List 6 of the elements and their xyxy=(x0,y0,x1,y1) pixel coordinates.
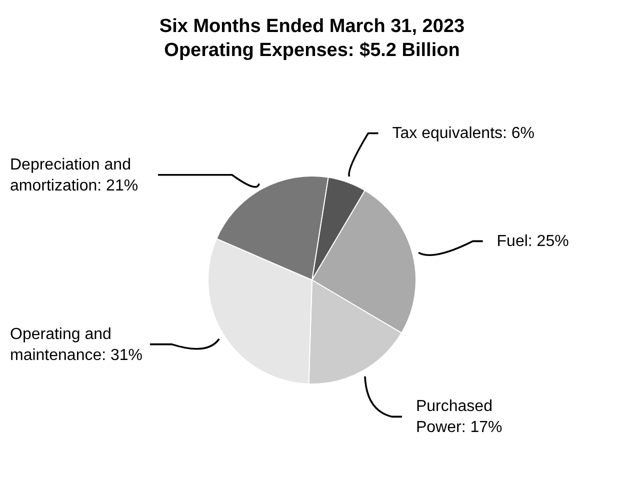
slice-label: Tax equivalents: 6% xyxy=(392,125,535,142)
slice-label: Fuel: 25% xyxy=(496,233,569,250)
slice-label: Depreciation and amortization: 21% xyxy=(10,156,138,194)
slice-label: Purchased Power: 17% xyxy=(416,398,502,436)
slice-label: Operating and maintenance: 31% xyxy=(10,326,143,364)
chart-title: Six Months Ended March 31, 2023 Operating Expenses: $5.2 Billion xyxy=(159,16,465,61)
